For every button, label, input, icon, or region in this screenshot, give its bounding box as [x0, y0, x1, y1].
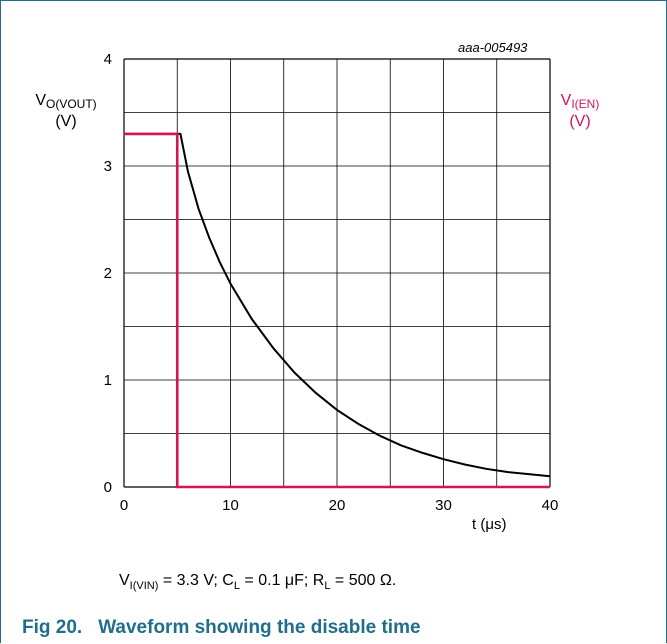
y-left-symbol: V	[35, 92, 46, 109]
figure-caption: Fig 20. Waveform showing the disable time	[22, 617, 421, 639]
rl-value: = 500 Ω.	[330, 572, 397, 589]
x-axis-label: t (μs)	[472, 516, 507, 533]
rl-subscript: L	[324, 580, 331, 593]
y-axis-left-label: VO(VOUT) (V)	[28, 92, 104, 130]
cl-subscript: L	[233, 580, 240, 593]
vin-value: = 3.3 V;	[158, 572, 223, 589]
cl-symbol: C	[222, 572, 234, 589]
y-right-unit: (V)	[569, 113, 591, 130]
y-left-unit: (V)	[55, 113, 77, 130]
y-left-subscript: O(VOUT)	[46, 97, 97, 111]
y-right-subscript: I(EN)	[571, 97, 600, 111]
rl-symbol: R	[312, 572, 325, 589]
vin-symbol: V	[119, 572, 130, 589]
x-tick-label: 0	[120, 497, 128, 514]
vin-subscript: I(VIN)	[129, 580, 159, 593]
y-tick-label: 1	[104, 372, 112, 389]
x-tick-label: 40	[542, 497, 559, 514]
test-conditions: VI(VIN) = 3.3 V; CL = 0.1 μF; RL = 500 Ω…	[119, 572, 396, 592]
y-tick-label: 2	[104, 265, 112, 282]
y-tick-label: 0	[104, 479, 112, 496]
enable-input-line	[124, 132, 550, 489]
waveform-chart: 0 10 20 30 40 0 1 2 3 4	[104, 51, 559, 514]
caption-text: Waveform showing the disable time	[98, 617, 421, 638]
chart-grid	[123, 58, 551, 488]
x-tick-label: 30	[435, 497, 452, 514]
x-tick-label: 20	[329, 497, 346, 514]
figure-id-annotation: aaa-005493	[458, 40, 528, 55]
y-tick-label: 3	[104, 158, 112, 175]
output-voltage-line	[124, 132, 551, 478]
chart-series	[124, 132, 551, 489]
caption-number: Fig 20.	[22, 617, 83, 638]
cl-value: = 0.1 μF;	[239, 572, 313, 589]
y-right-symbol: V	[560, 92, 572, 109]
x-tick-label: 10	[222, 497, 239, 514]
y-axis-right-label: VI(EN) (V)	[548, 92, 612, 130]
chart-ticks: 0 10 20 30 40 0 1 2 3 4	[104, 51, 559, 514]
y-tick-label: 4	[104, 51, 112, 68]
